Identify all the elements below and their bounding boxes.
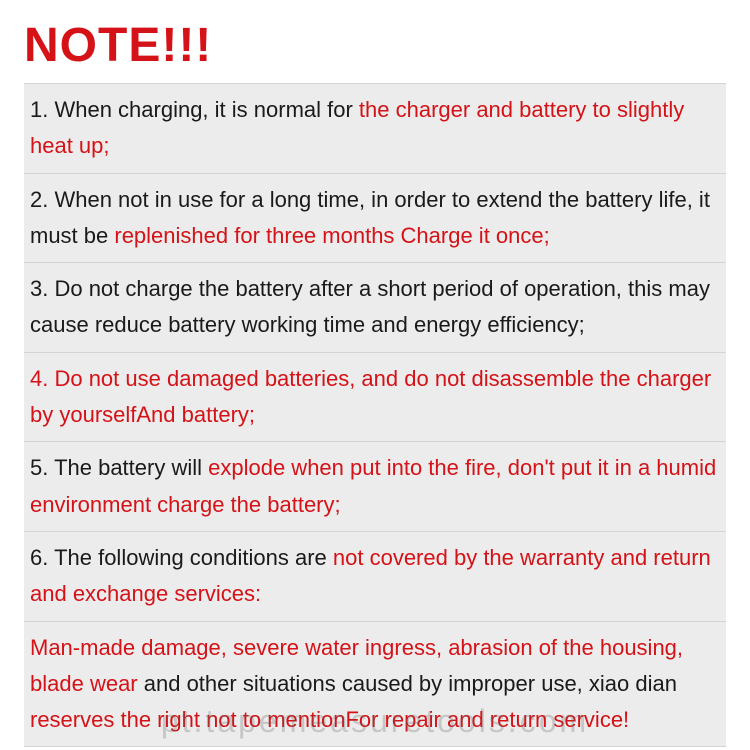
text-segment: 3. Do not charge the battery after a sho… (30, 276, 710, 337)
note-item: 2. When not in use for a long time, in o… (24, 174, 726, 264)
text-segment: reserves the right not to mentionFor rep… (30, 707, 629, 732)
text-segment: 6. The following conditions are (30, 545, 333, 570)
note-item: 1. When charging, it is normal for the c… (24, 83, 726, 174)
note-list: 1. When charging, it is normal for the c… (0, 83, 750, 747)
note-item: 6. The following conditions are not cove… (24, 532, 726, 622)
note-item: Man-made damage, severe water ingress, a… (24, 622, 726, 748)
text-segment: 5. The battery will (30, 455, 208, 480)
text-segment: 4. Do not use damaged batteries, and do … (30, 366, 711, 427)
note-item: 3. Do not charge the battery after a sho… (24, 263, 726, 353)
text-segment: and other situations caused by improper … (138, 671, 677, 696)
text-segment: 1. When charging, it is normal for (30, 97, 359, 122)
text-segment: replenished for three months Charge it o… (114, 223, 549, 248)
note-heading: NOTE!!! (0, 0, 750, 83)
note-item: 5. The battery will explode when put int… (24, 442, 726, 532)
note-item: 4. Do not use damaged batteries, and do … (24, 353, 726, 443)
